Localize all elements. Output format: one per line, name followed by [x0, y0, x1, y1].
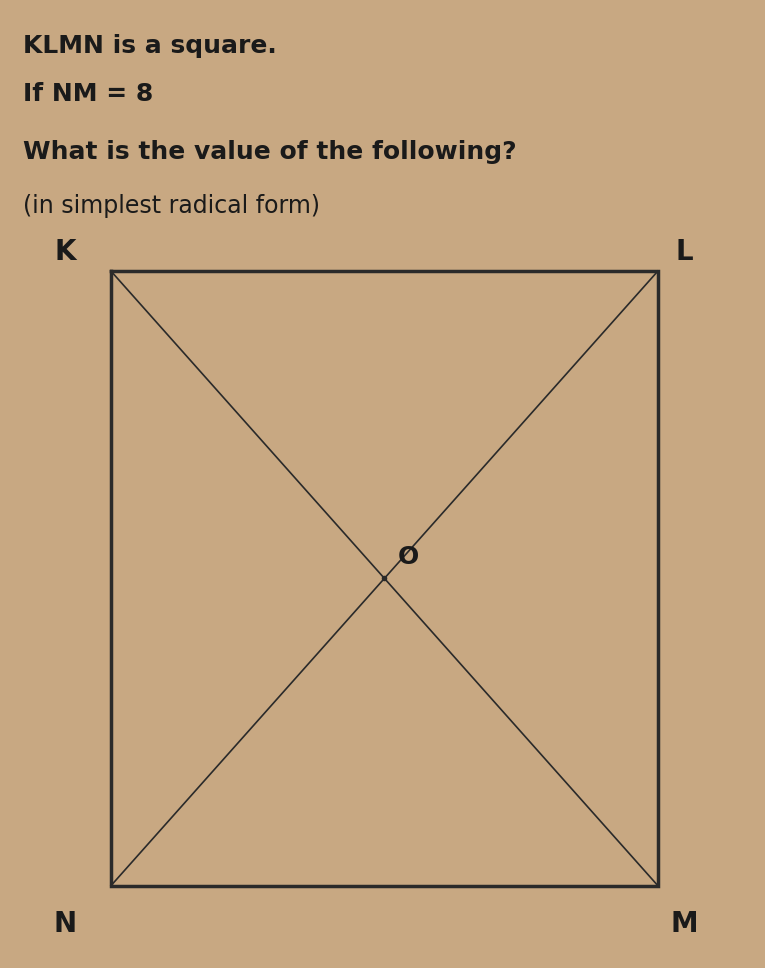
Text: KLMN is a square.: KLMN is a square. — [23, 34, 277, 58]
Text: L: L — [675, 238, 694, 265]
Text: If NM = 8: If NM = 8 — [23, 82, 153, 106]
Text: M: M — [671, 911, 698, 938]
Text: K: K — [54, 238, 76, 265]
Text: (in simplest radical form): (in simplest radical form) — [23, 194, 320, 218]
Text: O: O — [398, 545, 419, 569]
Text: What is the value of the following?: What is the value of the following? — [23, 140, 516, 165]
Text: N: N — [54, 911, 76, 938]
